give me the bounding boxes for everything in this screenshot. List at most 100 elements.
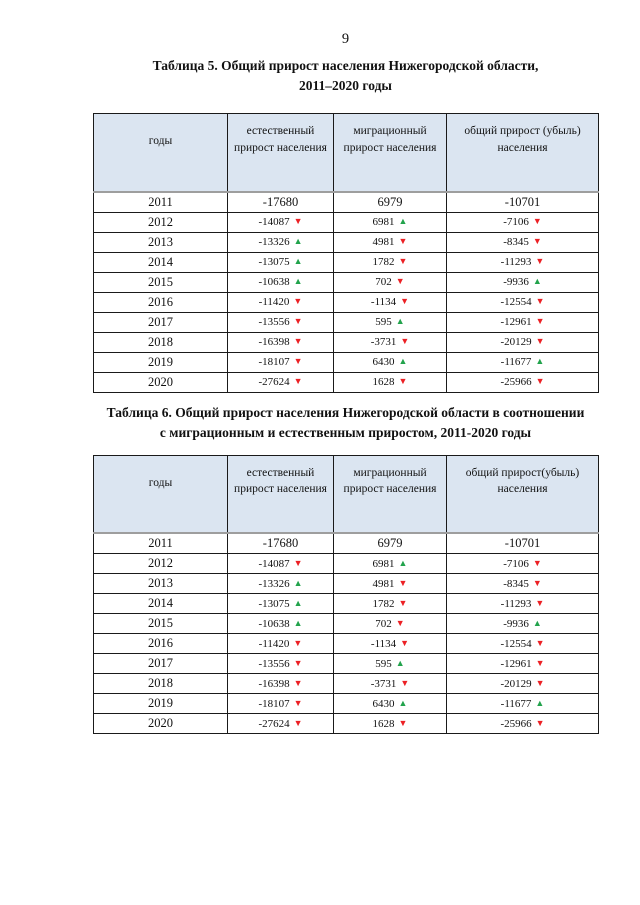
value-text: 702 xyxy=(375,617,392,630)
down-arrow-icon: ▼ xyxy=(535,657,545,668)
down-arrow-icon: ▼ xyxy=(293,637,303,648)
up-arrow-icon: ▲ xyxy=(293,617,303,628)
value-text: -16398 xyxy=(258,677,290,690)
column-header: годы xyxy=(93,113,228,193)
value-text: -25966 xyxy=(500,717,532,730)
down-arrow-icon: ▼ xyxy=(400,677,410,688)
value-cell: -16398 ▼ xyxy=(227,331,334,353)
value-text: 1782 xyxy=(372,597,395,610)
value-cell: -10638 ▲ xyxy=(227,613,334,634)
value-cell: -14087 ▼ xyxy=(227,553,334,574)
value-text: -16398 xyxy=(258,336,290,348)
up-arrow-icon: ▲ xyxy=(293,256,303,266)
value-cell: -10701 xyxy=(446,532,599,554)
column-header: общий прирост(убыль) населения xyxy=(446,454,599,534)
value-text: -12554 xyxy=(500,296,532,308)
table-row: 2016 -11420 ▼ -1134 ▼ -12554 ▼ xyxy=(93,633,599,654)
value-text: -12554 xyxy=(500,637,532,650)
value-cell: -10638 ▲ xyxy=(227,271,334,293)
value-text: -1134 xyxy=(370,296,397,308)
value-text: 6981 xyxy=(372,216,395,228)
value-cell: -11293 ▼ xyxy=(446,593,599,614)
value-cell: 1628 ▼ xyxy=(333,371,447,393)
value-text: 6981 xyxy=(372,557,395,570)
table-row: 2014 -13075 ▲ 1782 ▼ -11293 ▼ xyxy=(93,251,599,273)
down-arrow-icon: ▼ xyxy=(293,216,303,226)
value-text: -10701 xyxy=(504,194,541,209)
up-arrow-icon: ▲ xyxy=(398,697,408,708)
value-cell: -18107 ▼ xyxy=(227,351,334,373)
up-arrow-icon: ▲ xyxy=(535,356,545,366)
value-cell: 1782 ▼ xyxy=(333,593,447,614)
down-arrow-icon: ▼ xyxy=(293,296,303,306)
value-text: -27624 xyxy=(258,376,290,388)
down-arrow-icon: ▼ xyxy=(293,336,303,346)
value-text: -9936 xyxy=(503,276,529,288)
year-cell: 2019 xyxy=(93,351,228,373)
value-cell: 6979 xyxy=(333,532,447,554)
year-cell: 2015 xyxy=(93,613,228,634)
up-arrow-icon: ▲ xyxy=(293,597,303,608)
value-text: -13326 xyxy=(258,577,290,590)
column-header: естественный прирост населения xyxy=(227,454,334,534)
table6-section: Таблица 6. Общий прирост населения Нижег… xyxy=(0,403,640,734)
down-arrow-icon: ▼ xyxy=(535,316,545,326)
value-text: 6979 xyxy=(377,194,403,209)
value-cell: -8345 ▼ xyxy=(446,231,599,253)
up-arrow-icon: ▲ xyxy=(398,356,408,366)
value-text: -10638 xyxy=(258,276,290,288)
value-text: -25966 xyxy=(500,376,532,388)
value-text: -10638 xyxy=(258,617,290,630)
value-text: -20129 xyxy=(500,336,532,348)
table-row: 2016 -11420 ▼ -1134 ▼ -12554 ▼ xyxy=(93,291,599,313)
table-row: 2014 -13075 ▲ 1782 ▼ -11293 ▼ xyxy=(93,593,599,614)
value-cell: -17680 xyxy=(227,191,334,213)
value-cell: 6981 ▲ xyxy=(333,211,447,233)
down-arrow-icon: ▼ xyxy=(293,557,303,568)
column-header: годы xyxy=(93,454,228,534)
value-cell: -12554 ▼ xyxy=(446,633,599,654)
value-cell: -8345 ▼ xyxy=(446,573,599,594)
value-cell: -27624 ▼ xyxy=(227,713,334,734)
column-header: миграционный прирост населения xyxy=(333,454,447,534)
table-row: 2018 -16398 ▼ -3731 ▼ -20129 ▼ xyxy=(93,331,599,353)
table6-caption: Таблица 6. Общий прирост населения Нижег… xyxy=(93,403,598,443)
down-arrow-icon: ▼ xyxy=(535,256,545,266)
year-cell: 2014 xyxy=(93,251,228,273)
year-cell: 2012 xyxy=(93,211,228,233)
down-arrow-icon: ▼ xyxy=(398,717,408,728)
year-cell: 2011 xyxy=(93,532,228,554)
value-cell: 702 ▼ xyxy=(333,271,447,293)
value-text: 702 xyxy=(375,276,392,288)
year-cell: 2016 xyxy=(93,291,228,313)
year-cell: 2020 xyxy=(93,371,228,393)
column-header: общий прирост (убыль) населения xyxy=(446,113,599,193)
value-cell: -20129 ▼ xyxy=(446,673,599,694)
value-cell: 1782 ▼ xyxy=(333,251,447,273)
value-cell: -16398 ▼ xyxy=(227,673,334,694)
down-arrow-icon: ▼ xyxy=(398,577,408,588)
value-cell: -13556 ▼ xyxy=(227,653,334,674)
value-text: -3731 xyxy=(370,336,397,348)
table-row: 2019 -18107 ▼ 6430 ▲ -11677 ▲ xyxy=(93,351,599,373)
year-cell: 2016 xyxy=(93,633,228,654)
value-text: -17680 xyxy=(262,536,299,550)
value-text: -1134 xyxy=(370,637,397,650)
value-text: -11293 xyxy=(500,256,532,268)
down-arrow-icon: ▼ xyxy=(398,376,408,386)
value-text: 1628 xyxy=(372,717,395,730)
value-text: 595 xyxy=(375,657,392,670)
value-cell: -13556 ▼ xyxy=(227,311,334,333)
value-cell: -13326 ▲ xyxy=(227,231,334,253)
value-cell: -18107 ▼ xyxy=(227,693,334,714)
value-cell: 595 ▲ xyxy=(333,311,447,333)
down-arrow-icon: ▼ xyxy=(398,256,408,266)
table5: годы естественный прирост населения миграц… xyxy=(93,113,599,393)
up-arrow-icon: ▲ xyxy=(398,557,408,568)
year-cell: 2018 xyxy=(93,331,228,353)
value-text: -17680 xyxy=(262,194,299,209)
table5-caption-line2: 2011–2020 годы xyxy=(299,78,392,93)
header-row: годы естественный прирост населения миграц… xyxy=(93,113,599,193)
table-row: 2019 -18107 ▼ 6430 ▲ -11677 ▲ xyxy=(93,693,599,714)
value-cell: 595 ▲ xyxy=(333,653,447,674)
